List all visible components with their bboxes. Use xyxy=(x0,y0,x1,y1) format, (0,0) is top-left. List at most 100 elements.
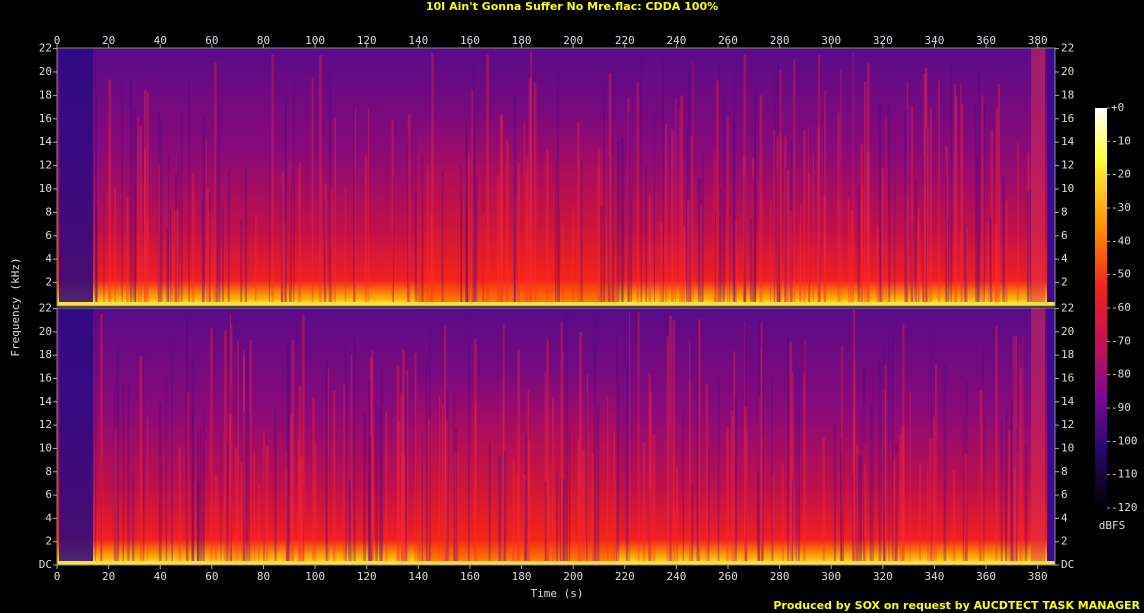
x-tick-label: 120 xyxy=(357,34,377,47)
spectrum-streak xyxy=(524,481,527,565)
spectrum-streak xyxy=(817,54,821,307)
x-tick-label: 160 xyxy=(460,34,480,47)
spectrum-streak xyxy=(147,417,149,565)
spectrum-streak xyxy=(847,197,850,306)
spectrum-streak xyxy=(350,353,353,565)
spectrum-streak xyxy=(157,113,160,306)
spectrum-streak xyxy=(837,112,840,306)
spectrum-streak xyxy=(682,411,685,565)
spectrum-streak xyxy=(637,312,640,565)
spectrum-streak xyxy=(808,173,811,306)
spectrum-streak xyxy=(431,52,434,306)
spectrum-streak xyxy=(284,222,286,306)
spectrum-streak xyxy=(237,340,239,565)
spectrum-streak xyxy=(914,179,917,306)
spectrum-streak xyxy=(653,114,655,307)
spectrum-streak xyxy=(952,470,956,565)
spectrum-streak xyxy=(524,469,526,565)
spectrum-streak xyxy=(929,107,933,307)
colorbar-tick-label: -100 xyxy=(1111,434,1138,447)
spectrum-streak xyxy=(822,438,826,565)
spectrum-streak xyxy=(676,466,679,565)
spectrum-intro xyxy=(59,48,93,302)
spectrum-streak xyxy=(799,205,802,306)
spectrum-streak xyxy=(178,447,181,565)
spectrum-streak xyxy=(353,106,356,306)
spectrum-streak xyxy=(178,154,180,306)
spectrum-outro xyxy=(1031,308,1045,565)
spectrum-streak xyxy=(137,117,140,307)
spectrum-streak xyxy=(167,155,170,306)
spectrum-streak xyxy=(312,397,315,565)
spectrum-streak xyxy=(812,152,814,306)
spectrum-streak xyxy=(697,177,701,306)
spectrum-streak xyxy=(963,224,967,306)
spectrum-streak xyxy=(214,473,218,565)
spectrum-streak xyxy=(752,177,755,306)
spectrum-streak xyxy=(563,479,566,565)
spectrum-streak xyxy=(271,53,274,306)
spectrum-streak xyxy=(456,450,459,565)
spectrum-streak xyxy=(776,167,780,306)
spectrum-streak xyxy=(206,140,208,306)
spectrum-streak xyxy=(853,409,855,565)
spectrum-streak xyxy=(855,444,859,565)
spectrum-streak xyxy=(1014,335,1018,565)
spectrum-streak xyxy=(486,54,489,307)
spectrum-streak xyxy=(191,357,195,565)
spectrum-streak xyxy=(784,135,787,306)
x-tick-label: 300 xyxy=(821,570,841,583)
spectrum-streak xyxy=(445,420,448,565)
spectrum-streak xyxy=(976,156,979,306)
spectrum-streak xyxy=(207,188,209,306)
spectrum-streak xyxy=(191,409,194,565)
x-tick-label: 0 xyxy=(54,34,61,47)
x-tick-label: 360 xyxy=(976,570,996,583)
spectrum-streak xyxy=(792,478,794,565)
spectrum-streak xyxy=(989,215,991,306)
y-tick-label: 8 xyxy=(45,205,52,218)
spectrum-streak xyxy=(872,375,874,565)
y-tick-label: DC xyxy=(1061,558,1074,571)
x-tick-label: 180 xyxy=(512,570,532,583)
y-tick-label: 20 xyxy=(39,65,52,78)
spectrum-streak xyxy=(1002,176,1006,306)
spectrum-streak xyxy=(460,165,462,306)
spectrum-streak xyxy=(453,452,457,565)
spectrum-streak xyxy=(927,464,929,565)
spectrum-streak xyxy=(701,150,704,306)
x-tick-label: 340 xyxy=(925,34,945,47)
spectrum-streak xyxy=(363,413,366,565)
spectrum-streak xyxy=(878,100,882,307)
x-tick-label: 280 xyxy=(770,570,790,583)
spectrum-streak xyxy=(818,57,821,306)
spectrum-streak xyxy=(301,315,305,565)
spectrum-streak xyxy=(600,205,603,306)
colorbar-tick-label: -90 xyxy=(1111,401,1131,414)
spectrum-streak xyxy=(367,109,370,306)
spectrum-streak xyxy=(930,327,933,565)
colorbar-tick-label: -10 xyxy=(1111,134,1131,147)
spectrum-streak xyxy=(396,365,400,565)
spectrum-streak xyxy=(964,381,968,565)
spectrum-streak xyxy=(772,474,774,565)
spectrum-streak xyxy=(113,383,116,565)
colorbar xyxy=(1095,108,1107,508)
spectrum-streak xyxy=(901,426,905,565)
spectrum-streak xyxy=(983,102,985,306)
y-tick-label: 14 xyxy=(39,135,53,148)
spectrum-streak xyxy=(911,106,914,306)
spectrum-streak xyxy=(326,358,328,565)
spectrum-streak xyxy=(226,442,229,565)
spectrum-streak xyxy=(688,71,692,306)
spectrum-streak xyxy=(139,355,143,565)
x-tick-label: 240 xyxy=(666,570,686,583)
spectrum-end xyxy=(1047,48,1055,306)
spectrum-streak xyxy=(852,474,854,565)
spectrum-streak xyxy=(964,226,968,306)
y-tick-label: 2 xyxy=(1061,276,1068,289)
spectrum-streak xyxy=(208,191,211,306)
spectrum-streak xyxy=(855,454,859,565)
spectrum-streak xyxy=(787,334,789,565)
spectrum-streak xyxy=(202,117,205,307)
